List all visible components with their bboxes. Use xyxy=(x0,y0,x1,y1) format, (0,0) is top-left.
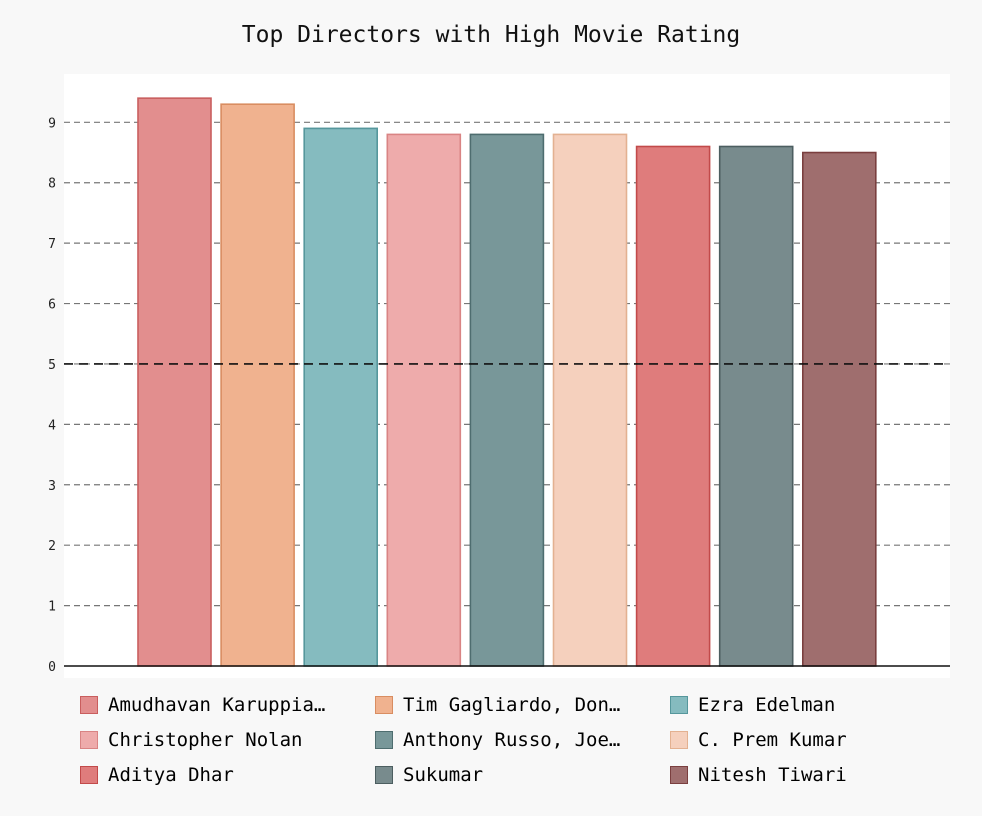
bar xyxy=(469,133,545,667)
legend-swatch xyxy=(670,730,688,749)
bar xyxy=(137,97,212,667)
legend-label: Nitesh Tiwari xyxy=(698,763,847,786)
bar xyxy=(801,151,877,667)
bar xyxy=(220,103,295,667)
legend-item: Ezra Edelman xyxy=(670,692,965,717)
y-tick-label: 6 xyxy=(48,298,56,313)
y-tick-label: 1 xyxy=(48,600,56,615)
legend-swatch xyxy=(670,695,688,714)
legend-label: Ezra Edelman xyxy=(698,693,836,716)
bars xyxy=(137,97,877,667)
legend-swatch xyxy=(80,730,98,749)
y-tick-label: 8 xyxy=(48,177,56,192)
legend-item: Sukumar xyxy=(375,762,670,787)
legend-label: Amudhavan Karuppia… xyxy=(108,693,326,716)
legend-label: Tim Gagliardo, Don… xyxy=(403,693,621,716)
legend-label: Anthony Russo, Joe… xyxy=(403,728,621,751)
legend-swatch xyxy=(670,765,688,784)
legend-item: Aditya Dhar xyxy=(80,762,375,787)
y-tick-label: 9 xyxy=(48,116,56,131)
legend-swatch xyxy=(375,730,393,749)
legend-item: Christopher Nolan xyxy=(80,727,375,752)
legend: Amudhavan Karuppia… Tim Gagliardo, Don… Ez… xyxy=(80,692,965,787)
legend-swatch xyxy=(80,695,98,714)
bar xyxy=(635,145,711,667)
legend-item: Amudhavan Karuppia… xyxy=(80,692,375,717)
legend-swatch xyxy=(375,695,393,714)
y-axis-ticks: 0 1 2 3 4 5 6 7 8 9 xyxy=(48,116,56,675)
chart-title: Top Directors with High Movie Rating xyxy=(242,22,741,48)
bar xyxy=(718,145,794,667)
legend-item: Anthony Russo, Joe… xyxy=(375,727,670,752)
bar xyxy=(386,133,462,667)
y-tick-label: 0 xyxy=(48,660,56,675)
y-tick-label: 2 xyxy=(48,539,56,554)
bar xyxy=(552,133,628,667)
y-tick-label: 3 xyxy=(48,479,56,494)
bar xyxy=(303,127,379,667)
legend-label: Aditya Dhar xyxy=(108,763,234,786)
legend-swatch xyxy=(80,765,98,784)
legend-item: C. Prem Kumar xyxy=(670,727,965,752)
legend-item: Tim Gagliardo, Don… xyxy=(375,692,670,717)
y-tick-label: 4 xyxy=(48,418,56,433)
legend-label: C. Prem Kumar xyxy=(698,728,847,751)
y-tick-label: 5 xyxy=(48,358,56,373)
legend-item: Nitesh Tiwari xyxy=(670,762,965,787)
legend-label: Christopher Nolan xyxy=(108,728,303,751)
y-tick-label: 7 xyxy=(48,237,56,252)
legend-label: Sukumar xyxy=(403,763,484,786)
legend-swatch xyxy=(375,765,393,784)
